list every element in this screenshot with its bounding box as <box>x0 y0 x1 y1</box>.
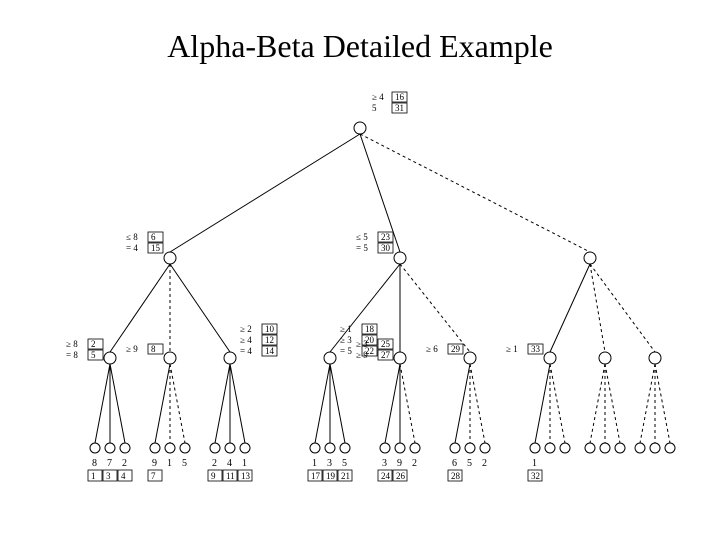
svg-text:5: 5 <box>372 103 377 113</box>
leaf-value: 2 <box>122 458 127 469</box>
leaf-step: 17 <box>311 471 321 481</box>
svg-text:≤ 8: ≤ 8 <box>126 232 138 242</box>
svg-text:≥ 3: ≥ 3 <box>340 335 352 345</box>
leaf-value: 1 <box>312 458 317 469</box>
svg-text:≥ 1: ≥ 1 <box>506 344 518 354</box>
leaf-value: 5 <box>182 458 187 469</box>
svg-text:10: 10 <box>265 324 275 334</box>
svg-text:≥ 8: ≥ 8 <box>66 339 78 349</box>
leaf-step: 28 <box>451 471 461 481</box>
svg-text:25: 25 <box>381 339 391 349</box>
leaf-step: 11 <box>226 471 235 481</box>
leaf-step: 4 <box>121 471 126 481</box>
svg-text:12: 12 <box>265 335 274 345</box>
leaf-step: 7 <box>151 471 156 481</box>
leaf-value: 5 <box>342 458 347 469</box>
svg-text:≥ 3: ≥ 3 <box>356 339 368 349</box>
svg-text:29: 29 <box>451 344 461 354</box>
svg-text:14: 14 <box>265 346 275 356</box>
leaf-value: 8 <box>92 458 97 469</box>
svg-text:27: 27 <box>381 350 391 360</box>
leaf-value: 5 <box>467 458 472 469</box>
leaf-value: 2 <box>212 458 217 469</box>
svg-text:8: 8 <box>151 344 156 354</box>
leaf-value: 1 <box>532 458 537 469</box>
leaf-step: 3 <box>106 471 111 481</box>
svg-text:≥ 2: ≥ 2 <box>240 324 252 334</box>
svg-text:33: 33 <box>531 344 541 354</box>
svg-text:≤ 5: ≤ 5 <box>356 232 368 242</box>
svg-text:6: 6 <box>151 232 156 242</box>
svg-text:23: 23 <box>381 232 391 242</box>
svg-text:≥ 1: ≥ 1 <box>340 324 352 334</box>
svg-text:= 4: = 4 <box>126 243 138 253</box>
leaf-step: 13 <box>241 471 251 481</box>
svg-text:31: 31 <box>395 103 404 113</box>
svg-text:16: 16 <box>395 92 405 102</box>
alpha-beta-tree: ≥ 416 531≤ 86= 415≤ 523= 530≥ 82= 85≥ 98… <box>0 78 720 540</box>
svg-text:≥ 4: ≥ 4 <box>372 92 384 102</box>
leaf-step: 32 <box>531 471 540 481</box>
leaf-value: 3 <box>382 458 387 469</box>
leaf-value: 4 <box>227 458 232 469</box>
leaf-value: 9 <box>397 458 402 469</box>
svg-text:≥ 6: ≥ 6 <box>426 344 438 354</box>
svg-text:5: 5 <box>91 350 96 360</box>
leaf-step: 21 <box>341 471 350 481</box>
leaf-value: 1 <box>167 458 172 469</box>
leaf-step: 24 <box>381 471 391 481</box>
leaf-value: 2 <box>412 458 417 469</box>
svg-text:≥ 9: ≥ 9 <box>126 344 138 354</box>
svg-text:= 8: = 8 <box>66 350 78 360</box>
leaf-step: 9 <box>211 471 216 481</box>
svg-text:2: 2 <box>91 339 96 349</box>
leaf-value: 3 <box>327 458 332 469</box>
svg-text:= 5: = 5 <box>356 243 368 253</box>
slide-title: Alpha-Beta Detailed Example <box>0 0 720 65</box>
leaf-value: 7 <box>107 458 112 469</box>
leaf-value: 9 <box>152 458 157 469</box>
svg-text:= 4: = 4 <box>240 346 252 356</box>
svg-text:15: 15 <box>151 243 161 253</box>
svg-text:= 5: = 5 <box>340 346 352 356</box>
leaf-step: 19 <box>326 471 336 481</box>
leaf-value: 1 <box>242 458 247 469</box>
leaf-step: 26 <box>396 471 406 481</box>
svg-text:30: 30 <box>381 243 391 253</box>
svg-text:≥ 4: ≥ 4 <box>240 335 252 345</box>
svg-text:18: 18 <box>365 324 375 334</box>
svg-text:≥ 9: ≥ 9 <box>356 350 368 360</box>
leaf-value: 2 <box>482 458 487 469</box>
leaf-value: 6 <box>452 458 457 469</box>
leaf-step: 1 <box>91 471 96 481</box>
